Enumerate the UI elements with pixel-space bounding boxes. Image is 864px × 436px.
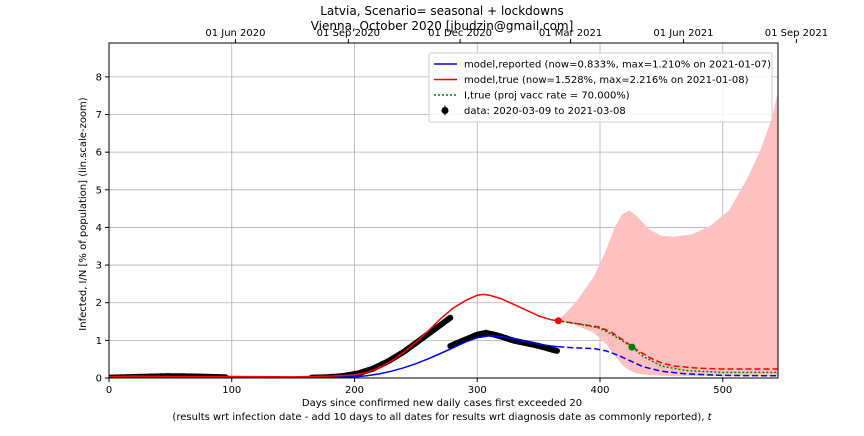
chart-subtitle: Vienna, October 2020 [jbudzin@gmail.com] [311, 19, 574, 33]
legend-box [428, 52, 773, 123]
uncertainty-band [558, 91, 778, 377]
top-tick-label: 01 Dec 2020 [428, 28, 492, 39]
data-point [447, 314, 454, 321]
axes-frame [108, 42, 779, 379]
legend-label: model,reported (now=0.833%, max=1.210% o… [464, 60, 771, 71]
y-tick-label: 5 [96, 185, 102, 196]
x-axis-label-note: (results wrt infection date - add 10 day… [172, 412, 712, 423]
top-tick-label: 01 Mar 2021 [539, 28, 602, 39]
series-line-3 [558, 320, 778, 370]
marker-0 [554, 317, 562, 325]
x-tick-label: 500 [713, 385, 732, 396]
top-tick-label: 01 Sep 2020 [317, 28, 380, 39]
legend-marker [441, 107, 449, 114]
top-tick-label: 01 Jun 2020 [205, 28, 265, 39]
series-line-2 [109, 293, 559, 378]
y-tick-label: 0 [96, 374, 102, 385]
x-tick-label: 400 [590, 385, 609, 396]
plot-area: 0 100 200 300 400 500 0 1 2 3 4 5 6 7 8 01 Jun 2020 01 S… [96, 28, 828, 396]
legend-label: model,true (now=1.528%, max=2.216% on 20… [464, 75, 749, 86]
x-tick-label: 300 [468, 385, 487, 396]
legend-label: data: 2020-03-09 to 2021-03-08 [464, 106, 626, 117]
y-tick-label: 2 [96, 298, 102, 309]
x-tick-label: 0 [106, 385, 112, 396]
x-tick-label: 100 [222, 385, 241, 396]
top-tick-label: 01 Sep 2021 [765, 28, 828, 39]
y-tick-label: 8 [96, 72, 102, 83]
series-line-1 [558, 346, 778, 377]
top-tick-label: 01 Jun 2021 [653, 28, 713, 39]
chart-title: Latvia, Scenario= seasonal + lockdowns [320, 4, 564, 18]
data-point [554, 347, 560, 354]
y-tick-label: 3 [96, 261, 102, 272]
x-tick-label: 200 [345, 385, 364, 396]
legend: model,reported (now=0.833%, max=1.210% o… [428, 52, 773, 123]
x-axis-label: Days since confirmed new daily cases fir… [302, 398, 582, 409]
legend-label: I,true (proj vacc rate = 70.000%) [464, 91, 630, 102]
y-axis-label: Infected, I/N [% of population] (lin.sca… [78, 97, 89, 330]
plot-content [109, 91, 778, 378]
marker-1 [628, 343, 636, 351]
y-tick-label: 1 [96, 336, 102, 347]
y-tick-label: 7 [96, 110, 102, 121]
y-tick-label: 4 [96, 223, 102, 234]
y-tick-label: 6 [96, 148, 102, 159]
